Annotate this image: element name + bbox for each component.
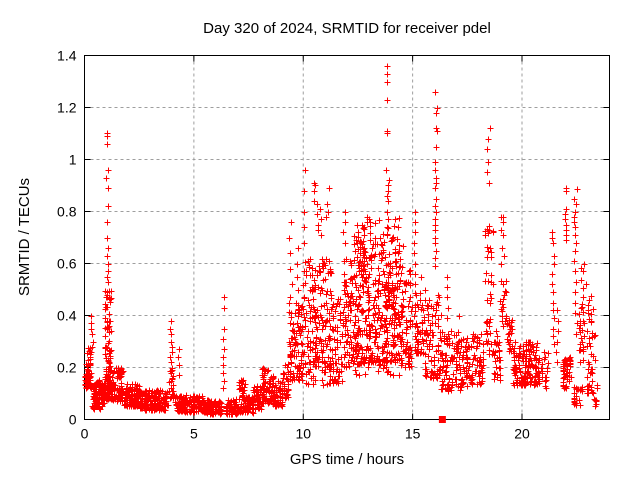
axis-tick-labels: 0 5 10 15 20 0 0.2 0.4 0.6 0.8 1 1.2 1.4 (57, 48, 530, 442)
filled-square-marker (438, 416, 446, 423)
y-tick-label: 0 (69, 412, 77, 428)
y-tick-label: 1.4 (57, 48, 77, 64)
y-tick-label: 0.8 (57, 204, 77, 220)
scatter-points (82, 63, 601, 418)
square-marker (438, 416, 446, 423)
x-tick-label: 20 (514, 426, 530, 442)
y-axis-label: SRMTID / TECUs (16, 178, 33, 296)
x-tick-label: 10 (295, 426, 311, 442)
axis-ticks (84, 55, 610, 420)
y-tick-label: 0.6 (57, 256, 77, 272)
y-tick-label: 1 (69, 152, 77, 168)
y-tick-label: 1.2 (57, 100, 77, 116)
y-tick-label: 0.4 (57, 308, 77, 324)
chart-title: Day 320 of 2024, SRMTID for receiver pde… (203, 20, 491, 37)
plot-border (84, 55, 610, 420)
scatter-plus-markers (82, 63, 601, 418)
y-tick-label: 0.2 (57, 360, 77, 376)
x-tick-label: 15 (405, 426, 421, 442)
x-axis-label: GPS time / hours (290, 451, 404, 468)
x-tick-label: 0 (81, 426, 89, 442)
x-tick-label: 5 (190, 426, 198, 442)
